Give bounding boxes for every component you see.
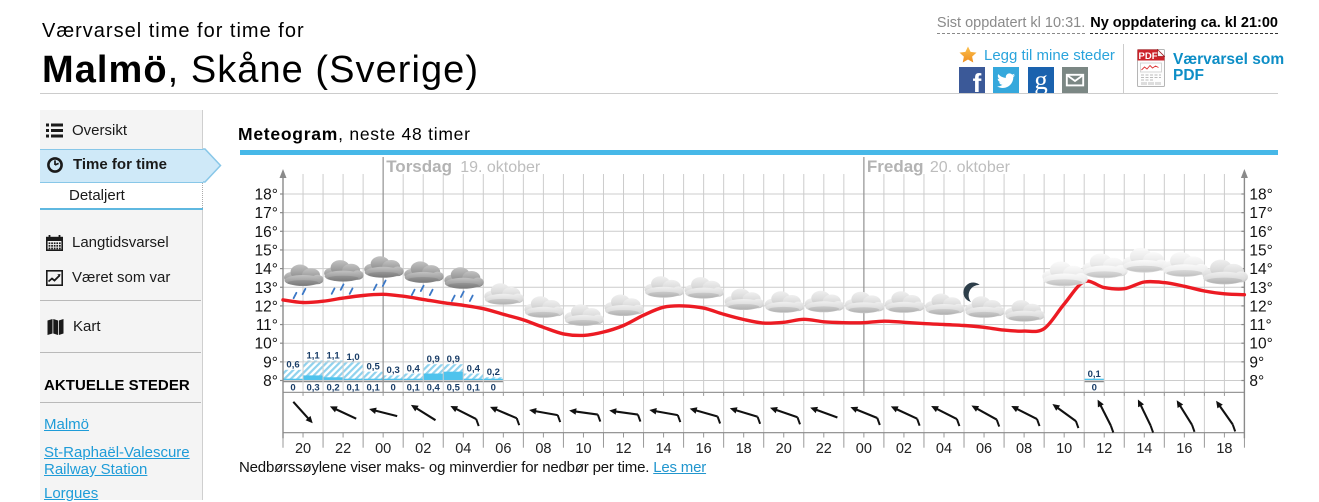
svg-text:0: 0 — [391, 382, 396, 393]
svg-text:20: 20 — [776, 441, 792, 457]
svg-text:0,1: 0,1 — [347, 382, 361, 393]
svg-text:16°: 16° — [1249, 224, 1272, 241]
svg-text:9°: 9° — [1249, 354, 1264, 371]
svg-text:14°: 14° — [255, 261, 278, 278]
svg-text:13°: 13° — [255, 280, 278, 297]
svg-text:14°: 14° — [1249, 261, 1272, 278]
svg-text:f: f — [973, 68, 982, 93]
svg-text:14: 14 — [1136, 441, 1152, 457]
svg-text:9°: 9° — [263, 354, 278, 371]
svg-text:g: g — [1034, 67, 1048, 93]
svg-text:0,1: 0,1 — [1088, 369, 1102, 380]
svg-text:18: 18 — [736, 441, 752, 457]
svg-text:Torsdag: Torsdag — [386, 157, 452, 176]
svg-text:06: 06 — [495, 441, 511, 457]
svg-text:18°: 18° — [1249, 187, 1272, 204]
svg-text:16: 16 — [696, 441, 712, 457]
svg-text:0,4: 0,4 — [467, 363, 481, 374]
svg-text:06: 06 — [976, 441, 992, 457]
svg-text:0,3: 0,3 — [306, 382, 319, 393]
svg-text:Fredag: Fredag — [867, 157, 924, 176]
svg-text:20: 20 — [295, 441, 311, 457]
svg-text:13°: 13° — [1249, 280, 1272, 297]
svg-text:11°: 11° — [256, 317, 278, 334]
svg-text:18: 18 — [1216, 441, 1232, 457]
svg-text:0,5: 0,5 — [447, 382, 461, 393]
svg-text:0: 0 — [491, 382, 496, 393]
svg-text:20. oktober: 20. oktober — [930, 159, 1011, 176]
svg-text:04: 04 — [936, 441, 952, 457]
svg-text:12°: 12° — [255, 298, 278, 315]
svg-text:0,4: 0,4 — [407, 363, 421, 374]
svg-text:10: 10 — [1056, 441, 1072, 457]
svg-text:0,9: 0,9 — [447, 354, 460, 365]
svg-text:1,1: 1,1 — [306, 350, 320, 361]
svg-text:08: 08 — [535, 441, 551, 457]
svg-text:14: 14 — [655, 441, 671, 457]
svg-text:15°: 15° — [1249, 242, 1272, 259]
svg-text:0,2: 0,2 — [487, 367, 500, 378]
svg-text:00: 00 — [856, 441, 872, 457]
svg-text:19. oktober: 19. oktober — [460, 159, 541, 176]
svg-text:0: 0 — [1092, 382, 1097, 393]
svg-text:18°: 18° — [255, 187, 278, 204]
svg-text:22: 22 — [816, 441, 832, 457]
svg-text:0,1: 0,1 — [407, 382, 421, 393]
svg-text:8°: 8° — [1249, 373, 1264, 390]
svg-text:10: 10 — [575, 441, 591, 457]
svg-text:12: 12 — [615, 441, 631, 457]
svg-text:0,1: 0,1 — [367, 382, 381, 393]
svg-text:02: 02 — [896, 441, 912, 457]
svg-text:0: 0 — [290, 382, 295, 393]
svg-text:0,2: 0,2 — [326, 382, 339, 393]
svg-text:10°: 10° — [255, 336, 278, 353]
svg-text:PDF: PDF — [1139, 51, 1158, 62]
svg-text:17°: 17° — [1249, 205, 1272, 222]
svg-text:0,3: 0,3 — [387, 365, 400, 376]
svg-text:0,9: 0,9 — [427, 354, 440, 365]
svg-text:0,6: 0,6 — [286, 360, 299, 371]
svg-text:0,1: 0,1 — [467, 382, 481, 393]
svg-text:12°: 12° — [1249, 298, 1272, 315]
svg-text:00: 00 — [375, 441, 391, 457]
svg-text:11°: 11° — [1249, 317, 1271, 334]
svg-text:02: 02 — [415, 441, 431, 457]
svg-text:0,4: 0,4 — [427, 382, 441, 393]
svg-text:12: 12 — [1096, 441, 1112, 457]
svg-text:1,0: 1,0 — [347, 352, 360, 363]
svg-text:1,1: 1,1 — [326, 350, 340, 361]
svg-text:22: 22 — [335, 441, 351, 457]
svg-text:04: 04 — [455, 441, 471, 457]
svg-text:15°: 15° — [255, 242, 278, 259]
svg-text:16°: 16° — [255, 224, 278, 241]
svg-text:17°: 17° — [255, 205, 278, 222]
svg-text:16: 16 — [1176, 441, 1192, 457]
svg-text:08: 08 — [1016, 441, 1032, 457]
svg-text:10°: 10° — [1249, 336, 1272, 353]
svg-text:0,5: 0,5 — [367, 361, 381, 372]
svg-text:8°: 8° — [263, 373, 278, 390]
